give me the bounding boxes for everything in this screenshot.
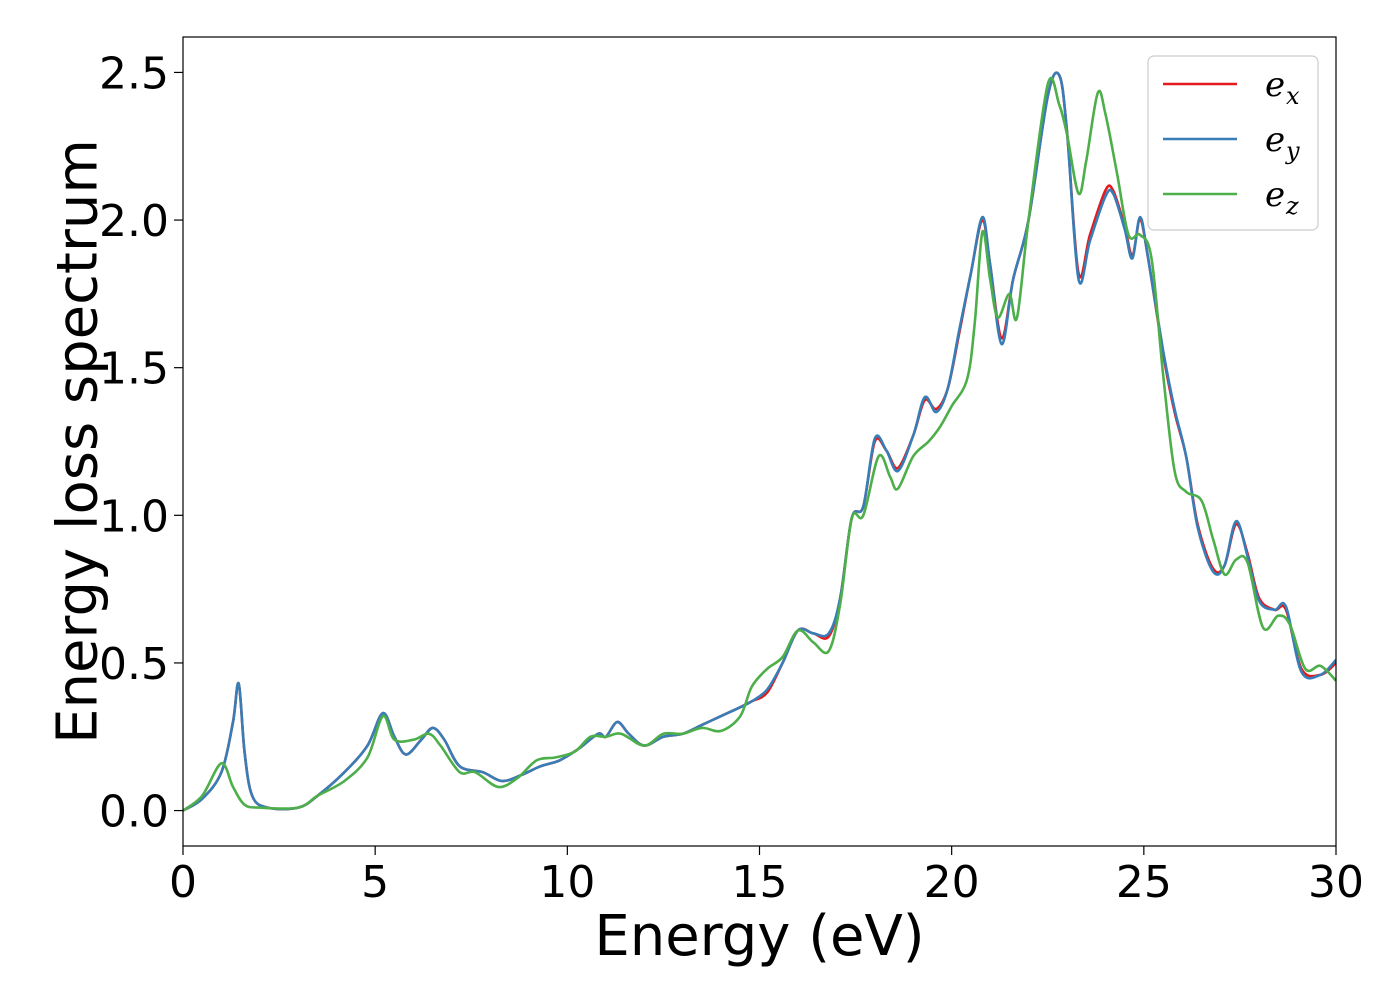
y-axis-title: Energy loss spectrum: [46, 139, 111, 744]
x-tick-label: 25: [1116, 857, 1172, 908]
x-tick-label: 15: [732, 857, 788, 908]
x-tick-label: 30: [1308, 857, 1364, 908]
legend-label: e: [1265, 175, 1285, 215]
x-tick-label: 10: [539, 857, 595, 908]
x-axis: 0 5 10 15 20 25 30: [169, 846, 1364, 908]
y-tick-label: 2.5: [99, 48, 169, 99]
legend-label-subscript: y: [1285, 137, 1300, 165]
x-tick-label: 5: [361, 857, 389, 908]
y-axis: 0.0 0.5 1.0 1.5 2.0 2.5: [99, 48, 183, 838]
y-tick-label: 0.5: [99, 639, 169, 690]
y-tick-label: 1.5: [99, 344, 169, 395]
legend: e xe ye z: [1147, 55, 1319, 231]
legend-label-subscript: x: [1286, 82, 1300, 110]
series-line-e-z: [183, 76, 1336, 812]
series-layer: [183, 71, 1336, 812]
x-tick-label: 0: [169, 857, 197, 908]
x-axis-title: Energy (eV): [594, 904, 924, 969]
y-tick-label: 1.0: [99, 491, 169, 542]
y-tick-label: 0.0: [99, 787, 169, 838]
y-tick-label: 2.0: [99, 196, 169, 247]
x-tick-label: 20: [924, 857, 980, 908]
legend-label-subscript: z: [1285, 192, 1299, 220]
legend-box: [1147, 55, 1319, 231]
legend-label: e: [1265, 65, 1285, 105]
legend-label: e: [1265, 120, 1285, 160]
